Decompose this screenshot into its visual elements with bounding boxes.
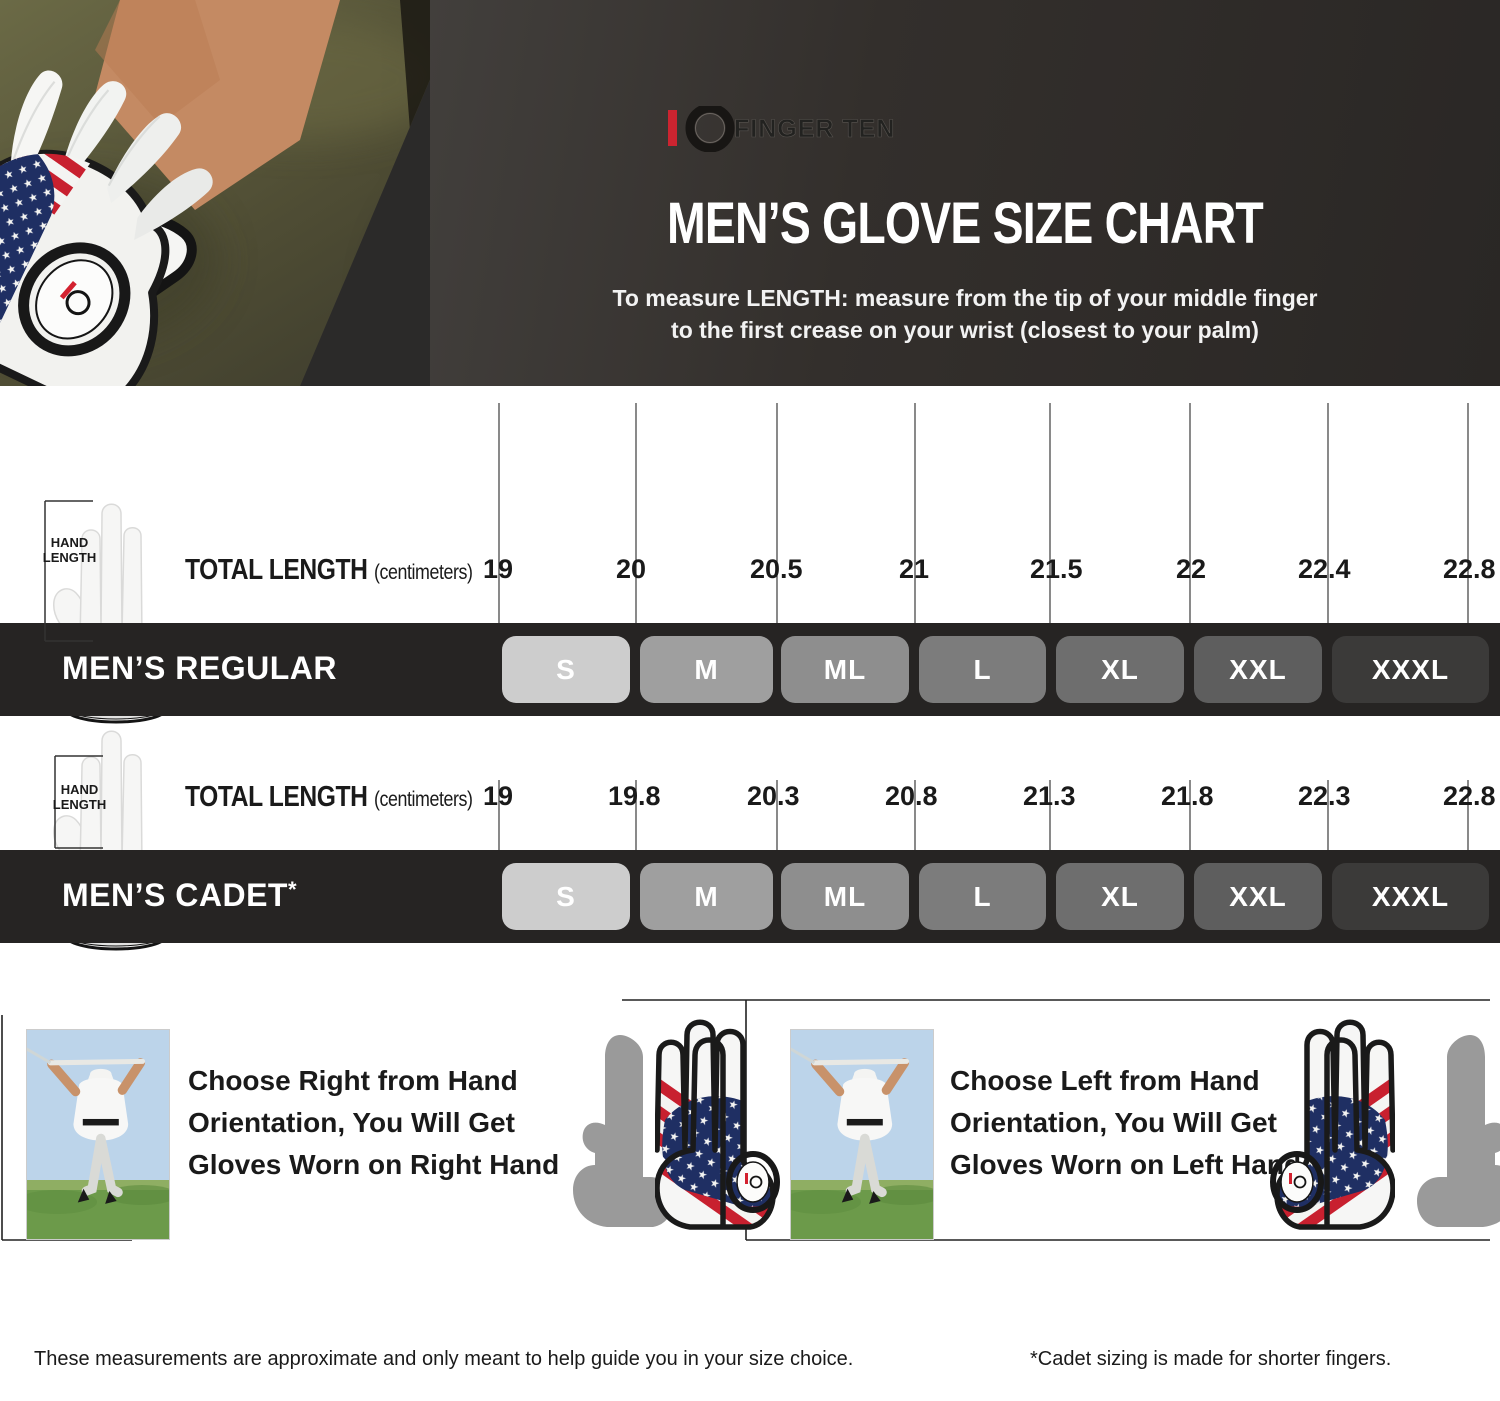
svg-text:FINGER TEN: FINGER TEN [734,115,895,143]
